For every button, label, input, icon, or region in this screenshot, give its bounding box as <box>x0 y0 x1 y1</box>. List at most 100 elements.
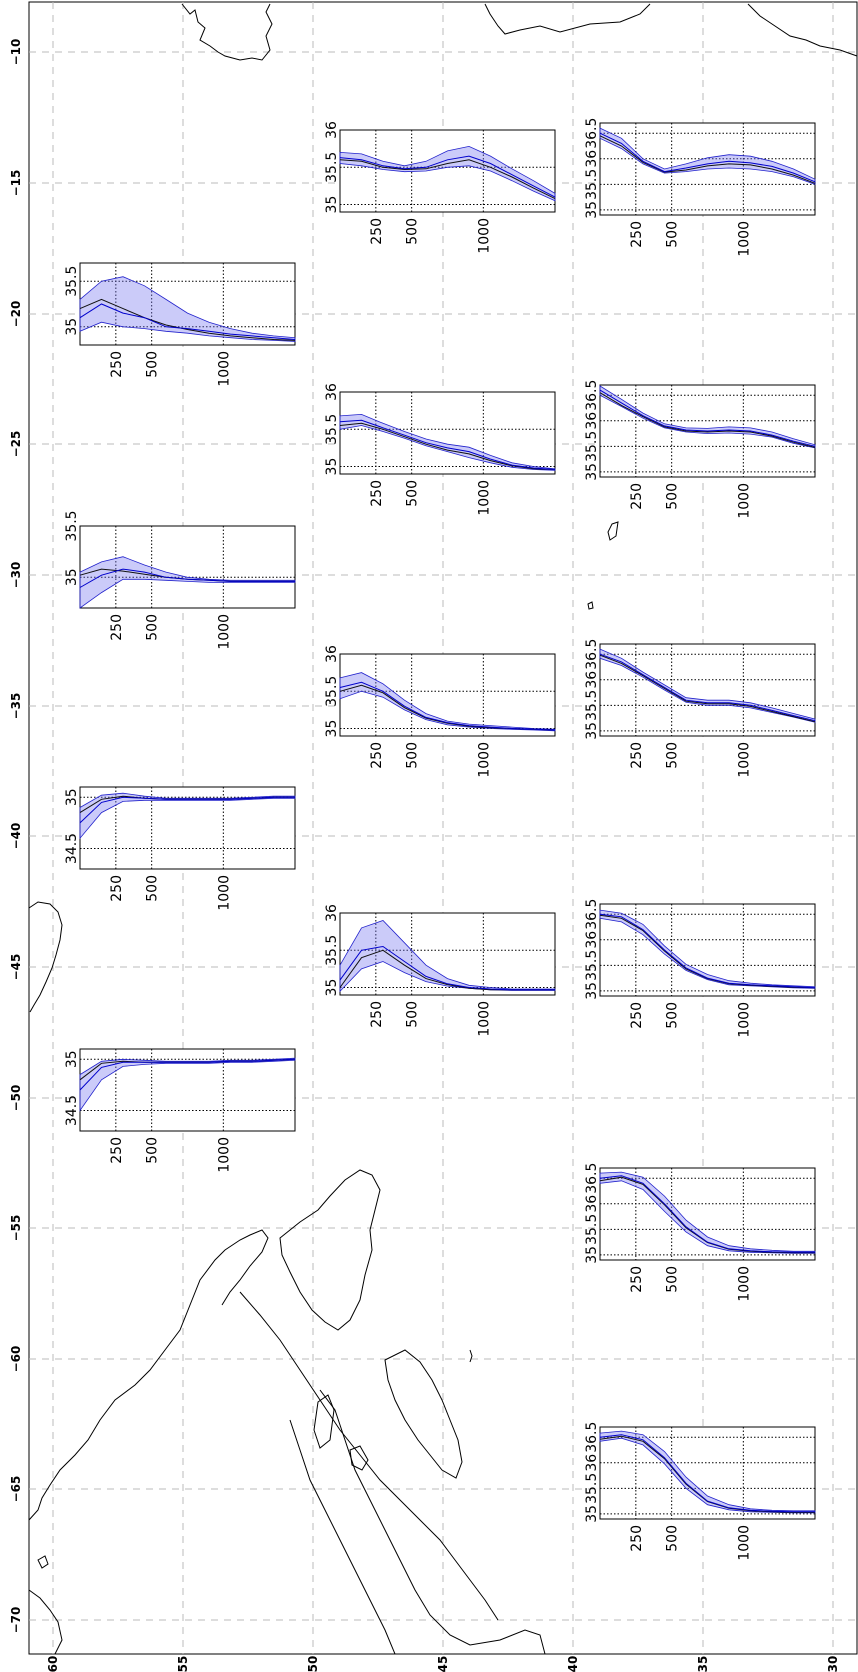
coastline-iceland <box>181 3 273 61</box>
chart-frame <box>339 912 556 996</box>
y-tick-label: 35 <box>64 788 80 806</box>
coastline-iberia-north <box>747 3 858 57</box>
chart-frame <box>339 129 556 213</box>
y-tick-label: 36 <box>584 671 600 689</box>
coastline-greenland <box>28 901 63 1013</box>
coastline-greenland-south <box>28 1589 63 1655</box>
lon-label: −40 <box>9 823 23 850</box>
x-tick-label: 1000 <box>736 742 752 778</box>
uncertainty-band <box>599 127 816 185</box>
x-tick-label: 250 <box>109 614 125 641</box>
coastline-azores-islet <box>587 601 594 610</box>
y-tick-label: 36 <box>584 1454 600 1472</box>
x-tick-label: 250 <box>629 221 645 248</box>
y-tick-label: 35 <box>64 568 80 586</box>
x-tick-label: 1000 <box>216 614 232 650</box>
y-tick-label: 35 <box>584 1505 600 1523</box>
latitude-labels: 60 55 50 45 40 35 30 <box>46 1656 840 1672</box>
y-tick-label: 35.5 <box>584 950 600 981</box>
y-tick-label: 35 <box>584 463 600 481</box>
x-tick-label: 250 <box>369 1001 385 1028</box>
y-tick-label: 35.5 <box>584 1214 600 1245</box>
lon-label: −15 <box>9 170 23 197</box>
uncertainty-band <box>599 385 816 449</box>
profile-chart: 250 500 1000 35 35.5 36 <box>324 904 556 1037</box>
coastlines <box>28 3 858 1655</box>
y-tick-label: 36 <box>324 383 340 401</box>
y-tick-label: 35 <box>324 720 340 738</box>
y-tick-label: 36 <box>324 904 340 922</box>
mean-line <box>339 155 556 198</box>
mean-line <box>599 1434 815 1513</box>
x-tick-label: 500 <box>665 1002 681 1029</box>
y-tick-label: 36.5 <box>584 1163 600 1194</box>
profile-chart: 250 500 1000 35 35.5 <box>64 262 296 387</box>
coastline-anticosti <box>313 1394 335 1449</box>
chart-frame <box>339 391 556 475</box>
coastline-maritimes <box>319 1389 546 1655</box>
reference-line <box>339 422 556 470</box>
y-tick-label: 35 <box>584 982 600 1000</box>
coastline-scandinavia <box>484 3 651 35</box>
x-tick-label: 500 <box>665 483 681 510</box>
chart-frame <box>599 903 816 997</box>
y-tick-label: 35.5 <box>324 676 340 707</box>
x-tick-label: 500 <box>145 351 161 378</box>
lat-label: 60 <box>46 1656 60 1672</box>
lon-label: −50 <box>9 1085 23 1112</box>
profile-chart: 250 500 1000 35 35.5 36 <box>324 645 556 778</box>
x-tick-label: 1000 <box>216 351 232 387</box>
lon-label: −55 <box>9 1215 23 1242</box>
profile-chart: 250 500 1000 34.5 35 <box>64 1048 296 1173</box>
reference-line <box>599 654 816 723</box>
coastline-newfoundland <box>279 1169 381 1331</box>
x-tick-label: 500 <box>145 875 161 902</box>
coastline-pei <box>349 1445 369 1471</box>
lon-label: −20 <box>9 301 23 328</box>
x-tick-label: 1000 <box>476 1001 492 1037</box>
y-tick-label: 36.5 <box>584 899 600 930</box>
coastline-gulf-st-lawrence <box>239 1291 499 1621</box>
y-tick-label: 34.5 <box>64 1095 80 1126</box>
mean-line <box>79 1058 296 1091</box>
x-tick-label: 1000 <box>476 742 492 778</box>
coastline-azores <box>607 521 619 541</box>
x-tick-label: 250 <box>629 1266 645 1293</box>
x-tick-label: 500 <box>665 742 681 769</box>
lon-label: −10 <box>9 39 23 66</box>
x-tick-label: 250 <box>369 480 385 507</box>
lat-label: 45 <box>436 1656 450 1672</box>
y-tick-label: 36 <box>584 412 600 430</box>
x-tick-label: 250 <box>109 351 125 378</box>
x-tick-label: 500 <box>665 1525 681 1552</box>
lon-label: −65 <box>9 1476 23 1503</box>
longitude-labels: −10 −15 −20 −25 −30 −35 −40 −45 −50 −55 … <box>9 39 23 1634</box>
x-tick-label: 500 <box>405 218 421 245</box>
mean-line <box>599 132 816 183</box>
x-tick-label: 1000 <box>216 875 232 911</box>
coastline-nova-scotia <box>384 1349 463 1479</box>
coastline-bermuda-mark <box>469 1349 473 1363</box>
coastline-small-island <box>37 1555 49 1569</box>
x-tick-label: 1000 <box>476 480 492 516</box>
y-tick-label: 36 <box>324 645 340 663</box>
lat-label: 40 <box>566 1656 580 1672</box>
x-tick-label: 250 <box>629 1002 645 1029</box>
y-tick-label: 35.5 <box>64 266 80 297</box>
x-tick-label: 250 <box>629 483 645 510</box>
y-tick-label: 35 <box>64 318 80 336</box>
y-tick-label: 35.5 <box>324 152 340 183</box>
profile-chart: 250 500 1000 35 35.5 36 <box>324 121 556 254</box>
uncertainty-band <box>339 672 556 732</box>
reference-line <box>599 392 816 448</box>
reference-line <box>599 135 816 184</box>
x-tick-label: 250 <box>629 742 645 769</box>
chart-frame <box>79 525 296 609</box>
x-tick-label: 500 <box>405 1001 421 1028</box>
uncertainty-band <box>339 413 556 471</box>
lon-label: −45 <box>9 954 23 981</box>
